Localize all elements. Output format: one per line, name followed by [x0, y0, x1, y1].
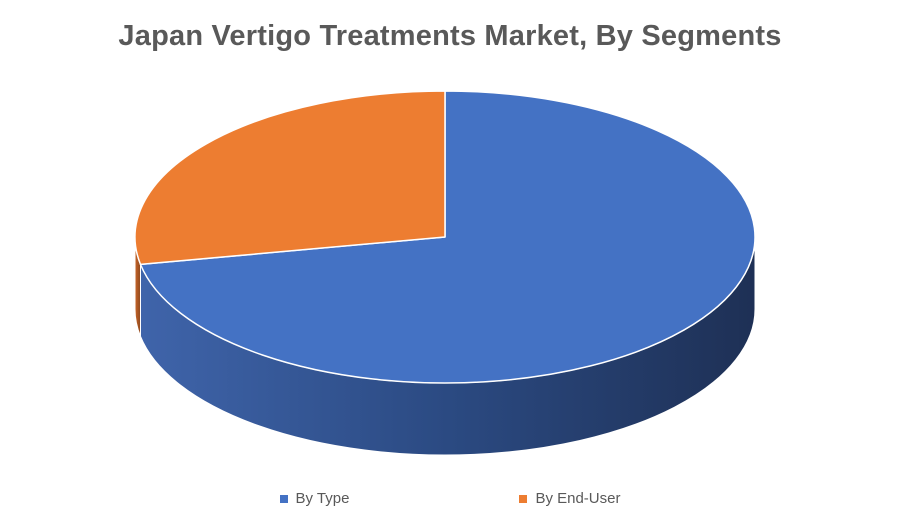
legend-label: By End-User — [535, 490, 621, 507]
pie-slice-by-end-user — [134, 90, 446, 266]
legend-item-by-type: By Type — [279, 490, 350, 507]
legend-swatch — [279, 494, 288, 503]
legend-item-by-end-user: By End-User — [519, 490, 620, 507]
pie-slice-by-type — [139, 90, 756, 384]
legend-swatch — [519, 494, 528, 503]
legend-label: By Type — [295, 490, 350, 507]
chart-legend: By Type By End-User — [0, 490, 900, 507]
chart-title: Japan Vertigo Treatments Market, By Segm… — [118, 20, 782, 52]
